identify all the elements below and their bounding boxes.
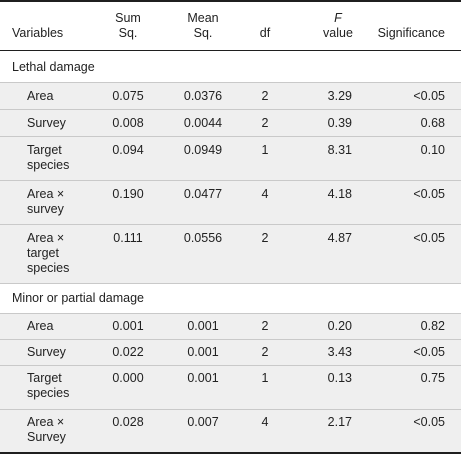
table-row: Target species 0.094 0.0949 1 8.31 0.10: [0, 137, 461, 180]
table-row: Survey 0.022 0.001 2 3.43 <0.05: [0, 340, 461, 365]
header-significance: Significance: [377, 26, 445, 40]
cell-variable: Target species: [27, 371, 70, 400]
cell-variable: Area: [27, 89, 54, 103]
section-title-row: Minor or partial damage: [0, 284, 461, 313]
cell-df: 2: [261, 319, 269, 333]
row-divider: [0, 109, 461, 110]
table-row: Area × target species 0.111 0.0556 2 4.8…: [0, 225, 461, 283]
cell-variable: Survey: [27, 116, 66, 130]
table-row: Area × survey 0.190 0.0477 4 4.18 <0.05: [0, 181, 461, 224]
cell-variable: Area × Survey: [27, 415, 66, 444]
cell-sum-sq: 0.094: [112, 143, 144, 157]
header-f-value: F value: [323, 11, 353, 40]
cell-significance: <0.05: [413, 231, 445, 245]
cell-f-value: 4.18: [327, 187, 352, 201]
cell-variable: Target species: [27, 143, 70, 172]
cell-significance: <0.05: [413, 415, 445, 429]
table-row: Area 0.075 0.0376 2 3.29 <0.05: [0, 83, 461, 109]
cell-mean-sq: 0.001: [187, 319, 219, 333]
row-divider: [0, 409, 461, 410]
cell-significance: 0.75: [420, 371, 445, 385]
cell-mean-sq: 0.0376: [183, 89, 223, 103]
cell-f-value: 0.13: [327, 371, 352, 385]
table-row: Target species 0.000 0.001 1 0.13 0.75: [0, 366, 461, 409]
cell-significance: 0.10: [420, 143, 445, 157]
table-row: Survey 0.008 0.0044 2 0.39 0.68: [0, 110, 461, 136]
cell-sum-sq: 0.000: [112, 371, 144, 385]
table-row: Area × Survey 0.028 0.007 4 2.17 <0.05: [0, 410, 461, 452]
cell-f-value: 2.17: [327, 415, 352, 429]
cell-df: 2: [261, 116, 269, 130]
cell-significance: <0.05: [413, 345, 445, 359]
section-title: Lethal damage: [12, 60, 95, 74]
header-df: df: [259, 26, 271, 40]
cell-sum-sq: 0.190: [112, 187, 144, 201]
cell-df: 2: [261, 231, 269, 245]
cell-significance: <0.05: [413, 89, 445, 103]
bottom-rule: [0, 452, 461, 454]
cell-significance: 0.68: [420, 116, 445, 130]
cell-variable: Area × survey: [27, 187, 65, 216]
cell-mean-sq: 0.0949: [183, 143, 223, 157]
cell-variable: Area: [27, 319, 54, 333]
row-divider: [0, 339, 461, 340]
cell-sum-sq: 0.028: [112, 415, 144, 429]
header-rule: [0, 50, 461, 51]
cell-mean-sq: 0.0556: [183, 231, 223, 245]
cell-variable: Area × target species: [27, 231, 70, 275]
row-divider: [0, 365, 461, 366]
header-variables: Variables: [12, 26, 64, 40]
cell-sum-sq: 0.001: [112, 319, 144, 333]
cell-significance: 0.82: [420, 319, 445, 333]
cell-sum-sq: 0.022: [112, 345, 144, 359]
cell-sum-sq: 0.111: [113, 231, 143, 245]
cell-mean-sq: 0.001: [187, 345, 219, 359]
cell-df: 1: [261, 371, 269, 385]
cell-f-value: 0.39: [327, 116, 352, 130]
cell-significance: <0.05: [413, 187, 445, 201]
row-divider: [0, 313, 461, 314]
top-rule: [0, 0, 461, 2]
cell-f-value: 3.43: [327, 345, 352, 359]
section-title-row: Lethal damage: [0, 51, 461, 82]
header-sum-sq: Sum Sq.: [115, 11, 141, 40]
cell-df: 4: [261, 187, 269, 201]
row-divider: [0, 283, 461, 284]
row-divider: [0, 224, 461, 225]
table-row: Area 0.001 0.001 2 0.20 0.82: [0, 314, 461, 339]
cell-df: 1: [261, 143, 269, 157]
cell-df: 4: [261, 415, 269, 429]
header-mean-sq: Mean Sq.: [187, 11, 219, 40]
row-divider: [0, 82, 461, 83]
cell-f-value: 3.29: [327, 89, 352, 103]
row-divider: [0, 180, 461, 181]
header-row: Variables Sum Sq. Mean Sq. df F value Si…: [0, 2, 461, 50]
cell-sum-sq: 0.008: [112, 116, 144, 130]
section-title: Minor or partial damage: [12, 291, 145, 305]
cell-df: 2: [261, 345, 269, 359]
cell-mean-sq: 0.0044: [183, 116, 223, 130]
cell-mean-sq: 0.0477: [183, 187, 223, 201]
cell-mean-sq: 0.001: [187, 371, 219, 385]
cell-df: 2: [261, 89, 269, 103]
cell-mean-sq: 0.007: [187, 415, 219, 429]
cell-f-value: 0.20: [327, 319, 352, 333]
cell-f-value: 4.87: [327, 231, 352, 245]
row-divider: [0, 136, 461, 137]
cell-sum-sq: 0.075: [112, 89, 144, 103]
cell-variable: Survey: [27, 345, 66, 359]
cell-f-value: 8.31: [327, 143, 352, 157]
